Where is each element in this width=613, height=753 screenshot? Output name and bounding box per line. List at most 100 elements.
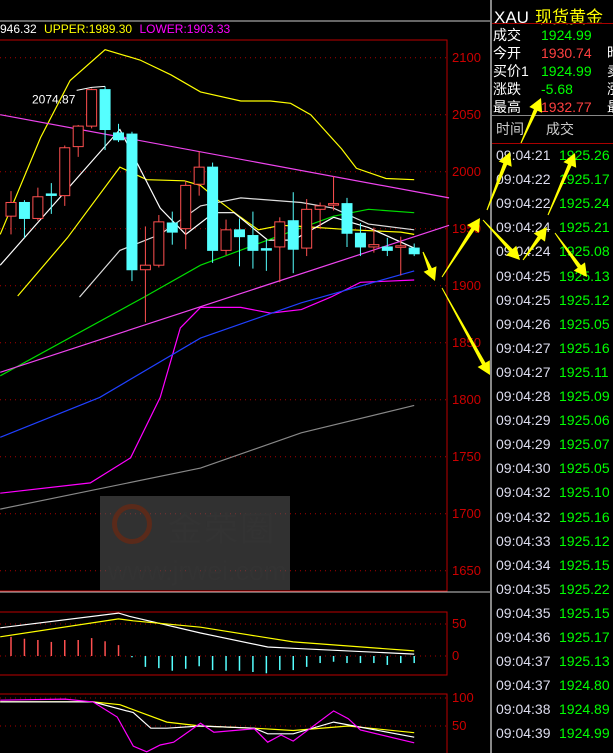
- tick-time: 09:04:25: [496, 267, 551, 284]
- main-indicator-lines: [0, 49, 450, 510]
- candle: [45, 183, 57, 214]
- macd-tick-label: 50: [452, 616, 467, 631]
- tick-time: 09:04:22: [496, 171, 551, 188]
- candle-body: [247, 235, 259, 251]
- tick-time: 09:04:26: [496, 315, 551, 332]
- candle: [247, 211, 259, 269]
- kdj-panel: [0, 698, 415, 753]
- candle-body: [45, 193, 57, 196]
- tick-table-header: 时间 成交: [496, 119, 574, 139]
- quote-label-truncated: 卖: [607, 63, 613, 79]
- tick-price: 1925.13: [559, 267, 610, 284]
- candle-body: [72, 125, 84, 148]
- quote-value: 1924.99: [541, 27, 592, 43]
- candle: [314, 202, 326, 229]
- candle-body: [328, 203, 340, 206]
- macd-line: [0, 612, 415, 655]
- quote-label: 今开: [493, 45, 521, 61]
- candle-body: [260, 248, 272, 251]
- indicator-line: [0, 270, 415, 438]
- tick-time: 09:04:38: [496, 701, 551, 718]
- tick-row: 09:04:37 1925.13: [496, 652, 610, 670]
- candle: [139, 226, 151, 323]
- candle: [287, 192, 299, 274]
- time-column-header: 时间: [496, 121, 524, 137]
- tick-row: 09:04:25 1925.13: [496, 267, 610, 285]
- tick-price: 1925.15: [559, 604, 610, 621]
- candle-body: [220, 229, 232, 251]
- tick-row: 09:04:36 1925.17: [496, 628, 610, 646]
- candle: [233, 218, 245, 267]
- tick-price: 1924.99: [559, 725, 610, 742]
- tick-time: 09:04:35: [496, 580, 551, 597]
- tick-time: 09:04:29: [496, 436, 551, 453]
- candle: [220, 219, 232, 255]
- tick-time: 09:04:28: [496, 388, 551, 404]
- tick-row: 09:04:28 1925.09: [496, 387, 610, 405]
- candle-body: [301, 208, 313, 249]
- tick-row: 09:04:38 1924.89: [496, 700, 610, 718]
- tick-time: 09:04:27: [496, 339, 551, 356]
- price-tick-label: 1800: [452, 391, 481, 407]
- candle-body: [59, 147, 71, 197]
- candle: [180, 180, 192, 250]
- quote-row: 今开 1930.74 昨: [493, 44, 613, 62]
- tick-time: 09:04:22: [496, 195, 551, 212]
- tick-time: 09:04:34: [496, 556, 551, 573]
- tick-row: 09:04:33 1925.12: [496, 532, 610, 550]
- candle: [341, 197, 353, 247]
- candle: [113, 123, 125, 143]
- candle-body: [166, 222, 178, 233]
- watermark-brand: 金荣圈: [168, 511, 276, 549]
- tick-price: 1925.13: [559, 653, 610, 670]
- high-marker-line: [76, 85, 106, 91]
- tick-time: 09:04:37: [496, 653, 551, 670]
- candle: [301, 199, 313, 257]
- tick-price: 1925.05: [559, 460, 610, 477]
- candle: [126, 131, 138, 282]
- tick-row: 09:04:27 1925.16: [496, 339, 610, 357]
- price-column-header: 成交: [546, 121, 574, 137]
- candle-body: [368, 244, 380, 248]
- divider: [492, 115, 613, 116]
- price-tick-label: 1700: [452, 505, 481, 521]
- indicator-line: [0, 208, 415, 377]
- quote-value: -5.68: [541, 81, 573, 97]
- kdj-line: [0, 701, 415, 738]
- tick-price: 1925.06: [559, 412, 610, 429]
- quote-label-truncated: 最: [607, 99, 613, 115]
- macd-tick-label: 0: [452, 648, 460, 663]
- tick-row: 09:04:24 1925.08: [496, 242, 610, 260]
- tick-row: 09:04:22 1925.17: [496, 170, 610, 188]
- tick-price: 1925.08: [559, 243, 610, 260]
- price-tick-label: 1900: [452, 277, 481, 293]
- price-tick-label: 1950: [452, 220, 481, 236]
- tick-row: 09:04:29 1925.07: [496, 435, 610, 453]
- tick-row: 09:04:21 1925.26: [496, 146, 610, 164]
- chart-area[interactable]: 2074.87: [0, 0, 490, 753]
- price-tick-label: 2050: [452, 106, 481, 122]
- price-tick-label: 2000: [452, 163, 481, 179]
- tick-price: 1925.17: [559, 629, 610, 645]
- tick-price: 1925.21: [559, 219, 610, 236]
- quote-value: 1924.99: [541, 63, 592, 79]
- candle-body: [314, 205, 326, 210]
- tick-price: 1925.10: [559, 484, 610, 501]
- quote-row: 买价1 1924.99 卖: [493, 62, 613, 80]
- candle-body: [354, 232, 366, 248]
- candle: [59, 145, 71, 206]
- tick-row: 09:04:39 1924.99: [496, 724, 610, 742]
- candle-body: [207, 166, 219, 251]
- tick-row: 09:04:35 1925.15: [496, 604, 610, 622]
- tick-price: 1925.12: [559, 532, 610, 549]
- quote-value: 1930.74: [541, 45, 592, 61]
- tick-row: 09:04:30 1925.05: [496, 459, 610, 477]
- candle: [381, 237, 393, 257]
- candle: [18, 200, 30, 238]
- quote-label: 买价1: [493, 63, 529, 79]
- tick-price: 1925.09: [559, 388, 610, 404]
- mid-value: 946.32: [0, 22, 37, 36]
- candle-body: [139, 264, 151, 271]
- instrument-title: XAU 现货黄金: [494, 3, 603, 28]
- candle: [354, 223, 366, 257]
